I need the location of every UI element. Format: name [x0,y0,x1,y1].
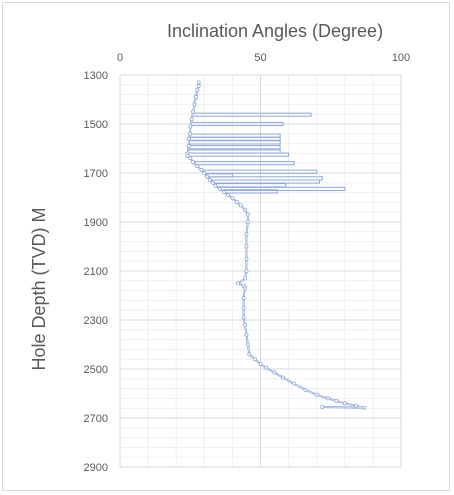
major-gridlines [119,74,402,468]
data-point [221,190,226,195]
data-point [247,352,252,357]
data-point [205,174,210,179]
data-point [244,268,249,273]
y-tick-label: 2100 [84,266,108,278]
data-point [192,102,197,107]
y-tick-label: 2900 [84,462,108,474]
data-point [234,199,239,204]
y-tick-label: 1500 [84,119,108,131]
chart-title: Inclination Angles (Degree) [167,21,383,41]
data-point [195,87,200,92]
data-point [202,170,207,175]
data-point [258,362,263,367]
y-axis-label: Hole Depth (TVD) M [29,207,49,370]
data-point [342,401,347,406]
data-point [303,387,308,392]
data-point [241,305,246,310]
data-point [243,322,248,327]
data-point [186,144,191,149]
y-tick-label: 1300 [84,70,108,82]
y-tick-label: 1700 [84,168,108,180]
data-point [193,95,198,100]
data-point [186,136,191,141]
y-tick-labels: 1300 1500 1700 1900 2100 2300 2500 2700 2900 [84,70,108,474]
data-point [320,404,325,409]
x-tick-label: 100 [392,52,410,64]
data-point [243,276,248,281]
data-point [217,186,222,191]
data-spike [188,136,281,141]
y-tick-label: 2700 [84,413,108,425]
data-point [188,156,193,161]
data-point [354,403,359,408]
data-point [264,365,269,370]
data-point [189,117,194,122]
data-spike [192,112,312,117]
data-spike [211,179,321,184]
data-point [207,177,212,182]
data-spike [190,121,284,127]
data-point [191,109,196,114]
data-point [226,193,231,198]
data-point [244,244,249,249]
data-point [199,168,204,173]
data-point [325,396,330,401]
inclination-chart: 0 50 100 1300 1500 1700 1900 2100 2300 2500 2700 2… [29,21,410,474]
data-point [195,164,200,169]
data-point [236,281,241,286]
data-point [280,375,285,380]
data-point [210,180,215,185]
x-tick-labels: 0 50 100 [117,52,410,64]
data-spike [188,140,281,145]
data-spike [215,183,287,188]
y-tick-label: 1900 [84,217,108,229]
data-point [185,153,190,158]
data-point [244,332,249,337]
data-point [243,207,248,212]
y-tick-label: 2500 [84,364,108,376]
data-point [196,84,201,89]
data-spike [203,169,318,174]
data-point [241,295,246,300]
data-spike [188,145,281,150]
data-point [244,256,249,261]
data-spike [219,186,346,192]
y-tick-label: 2300 [84,315,108,327]
data-point [244,232,249,237]
data-point [272,370,277,375]
data-point [314,392,319,397]
data-point [230,196,235,201]
data-point [292,381,297,386]
data-spike [222,189,278,194]
data-spike [187,152,290,157]
data-point [188,124,193,129]
data-point [191,159,196,164]
data-point [245,342,250,347]
data-point [188,131,193,136]
data-point [238,203,243,208]
data-point [334,398,339,403]
data-point [243,286,248,291]
data-point [196,80,201,85]
x-tick-label: 50 [254,52,266,64]
data-point [252,357,257,362]
chart-frame: 0 50 100 1300 1500 1700 1900 2100 2300 2500 2700 2… [2,2,450,491]
data-spike [194,161,295,166]
data-point [245,212,250,217]
data-point [362,405,367,410]
data-point [245,219,250,224]
x-tick-label: 0 [117,52,123,64]
data-point [213,183,218,188]
plot-area [185,80,367,410]
data-point [241,315,246,320]
